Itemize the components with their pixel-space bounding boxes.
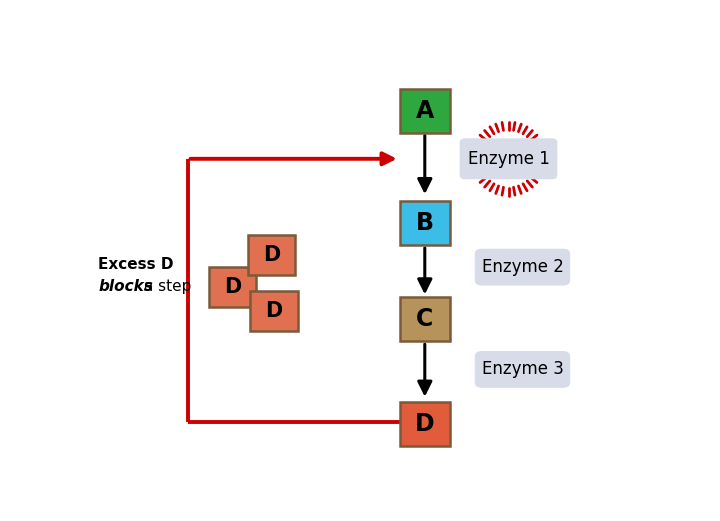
Text: Enzyme 1: Enzyme 1 [467,150,549,168]
FancyBboxPatch shape [400,297,450,341]
FancyBboxPatch shape [248,235,295,275]
Text: Enzyme 2: Enzyme 2 [482,258,563,276]
FancyBboxPatch shape [475,352,570,387]
Text: D: D [266,301,283,321]
Text: blocks: blocks [99,279,153,294]
Text: a step: a step [138,279,191,294]
FancyBboxPatch shape [400,201,450,245]
FancyBboxPatch shape [475,249,570,285]
FancyBboxPatch shape [400,89,450,133]
FancyBboxPatch shape [459,139,557,179]
Text: D: D [224,277,241,297]
FancyBboxPatch shape [400,402,450,445]
FancyBboxPatch shape [209,267,256,307]
Text: D: D [263,245,280,265]
Text: Enzyme 3: Enzyme 3 [482,361,563,378]
Text: A: A [415,98,434,122]
Text: D: D [415,412,435,436]
Text: Excess D: Excess D [99,257,174,271]
FancyBboxPatch shape [251,291,298,331]
Text: B: B [416,211,433,235]
Text: C: C [416,307,433,331]
